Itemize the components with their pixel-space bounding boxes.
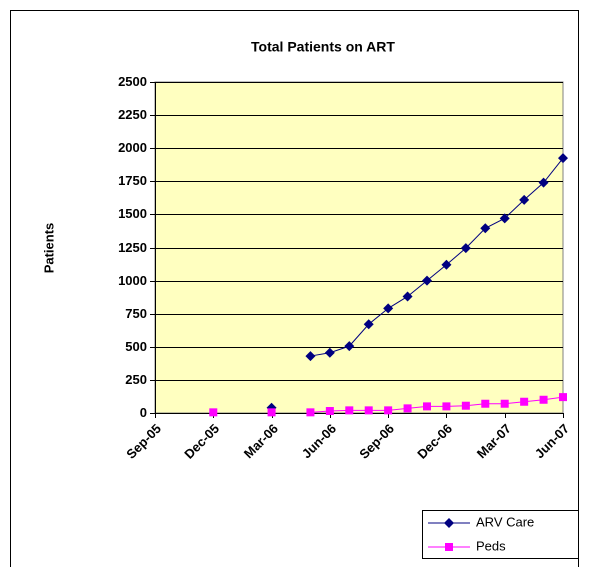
data-point <box>364 406 373 415</box>
y-tick-label: 1500 <box>118 206 147 221</box>
data-point <box>559 393 567 402</box>
y-tick-label: 2500 <box>118 74 147 89</box>
data-point <box>363 319 374 330</box>
data-point <box>402 291 413 302</box>
y-tick-label: 1000 <box>118 273 147 288</box>
data-point <box>441 259 452 270</box>
data-point <box>325 407 334 416</box>
y-tick-label: 750 <box>125 306 147 321</box>
data-point <box>422 275 432 286</box>
data-point <box>383 303 394 314</box>
data-point <box>305 351 316 362</box>
data-point <box>461 401 470 410</box>
data-point <box>324 347 335 358</box>
legend-label: Peds <box>476 538 506 553</box>
data-point <box>445 543 453 551</box>
data-point <box>500 399 509 408</box>
data-point <box>444 518 454 528</box>
y-tick-label: 500 <box>125 339 147 354</box>
data-point <box>520 397 529 406</box>
y-tick-label: 250 <box>125 372 147 387</box>
data-point <box>209 408 218 417</box>
series-line <box>310 157 564 357</box>
data-point <box>499 213 510 224</box>
y-tick-label: 2250 <box>118 107 147 122</box>
plot-area <box>154 81 564 414</box>
data-point <box>403 404 412 413</box>
data-point <box>344 341 355 352</box>
data-point <box>481 399 490 408</box>
y-tick-label: 1250 <box>118 240 147 255</box>
data-point <box>423 402 431 411</box>
legend-label: ARV Care <box>476 514 534 529</box>
data-point <box>345 406 354 415</box>
data-point <box>460 243 471 254</box>
y-tick-label: 0 <box>140 405 147 420</box>
chart-title: Total Patients on ART <box>251 39 395 55</box>
data-point <box>539 395 548 404</box>
data-point <box>384 406 393 415</box>
data-point <box>480 223 491 234</box>
y-axis-label: Patients <box>41 223 56 274</box>
data-point <box>267 408 276 417</box>
data-point <box>519 194 530 205</box>
chart-border <box>10 10 579 567</box>
data-point <box>538 177 549 188</box>
data-point <box>306 408 315 417</box>
data-point <box>442 402 451 411</box>
y-tick-label: 2000 <box>118 140 147 155</box>
data-point <box>558 153 568 164</box>
y-tick-label: 1750 <box>118 173 147 188</box>
